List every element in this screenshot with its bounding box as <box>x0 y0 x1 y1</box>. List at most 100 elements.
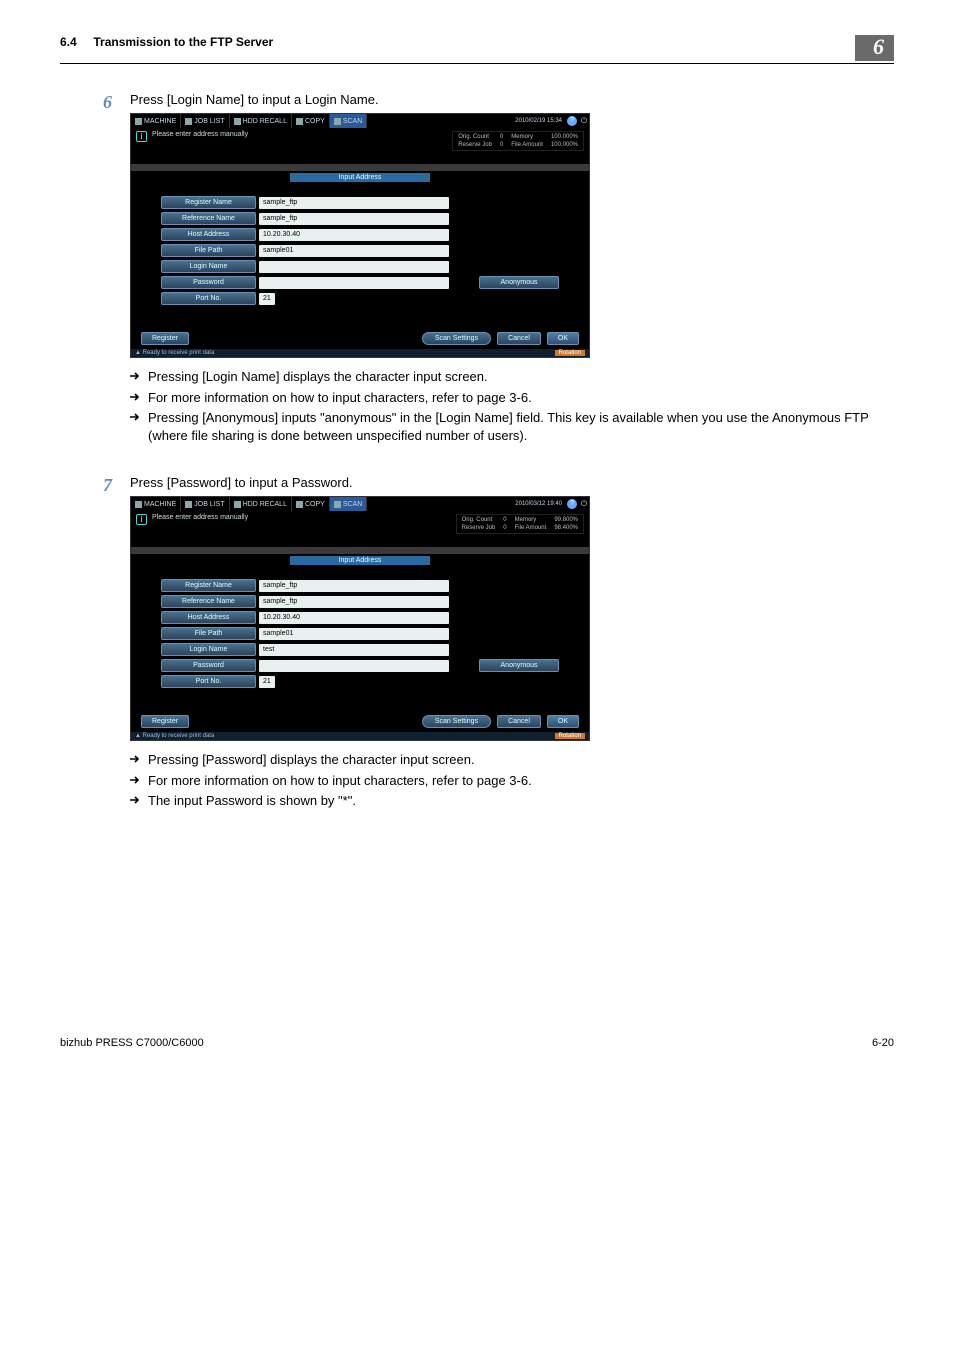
arrow-icon <box>130 751 148 769</box>
field-value-password[interactable] <box>259 660 449 672</box>
footer-product: bizhub PRESS C7000/C6000 <box>60 1037 204 1049</box>
step-instruction: Press [Login Name] to input a Login Name… <box>130 92 894 107</box>
tab-label: HDD RECALL <box>243 118 287 125</box>
screenshot-0: MACHINEJOB LISTHDD RECALLCOPYSCAN 2010/0… <box>130 113 590 358</box>
tab-hdd recall[interactable]: HDD RECALL <box>230 114 292 128</box>
field-label-register-name[interactable]: Register Name <box>161 196 256 209</box>
help-icon[interactable]: ? <box>567 116 577 126</box>
tab-icon <box>334 118 341 125</box>
scan-settings-button[interactable]: Scan Settings <box>422 715 491 728</box>
tab-icon <box>334 501 341 508</box>
field-label-login-name[interactable]: Login Name <box>161 260 256 273</box>
footer-rotation: Rotation <box>555 733 585 739</box>
field-value-host-address[interactable]: 10.20.30.40 <box>259 229 449 241</box>
power-icon[interactable]: ⏻ <box>579 499 589 509</box>
step-number: 7 <box>60 475 130 813</box>
tab-icon <box>185 118 192 125</box>
register-button[interactable]: Register <box>141 715 189 728</box>
field-label-host-address[interactable]: Host Address <box>161 611 256 624</box>
screenshot-1: MACHINEJOB LISTHDD RECALLCOPYSCAN 2010/0… <box>130 496 590 741</box>
anonymous-button[interactable]: Anonymous <box>479 276 559 289</box>
field-value-port-no-[interactable]: 21 <box>259 676 275 688</box>
tab-icon <box>185 501 192 508</box>
help-icon[interactable]: ? <box>567 499 577 509</box>
status-box: Orig. Count0Memory99.800% Reserve Job0Fi… <box>456 514 584 534</box>
bullet-text: Pressing [Password] displays the charact… <box>148 751 894 769</box>
field-label-port-no-[interactable]: Port No. <box>161 675 256 688</box>
field-value-password[interactable] <box>259 277 449 289</box>
footer-rotation: Rotation <box>555 350 585 356</box>
cancel-button[interactable]: Cancel <box>497 715 541 728</box>
register-button[interactable]: Register <box>141 332 189 345</box>
ok-button[interactable]: OK <box>547 715 579 728</box>
tab-label: MACHINE <box>144 501 176 508</box>
bullet-text: Pressing [Anonymous] inputs "anonymous" … <box>148 409 894 444</box>
panel-title: Input Address <box>290 173 430 182</box>
tab-label: HDD RECALL <box>243 501 287 508</box>
tab-label: SCAN <box>343 118 362 125</box>
field-value-port-no-[interactable]: 21 <box>259 293 275 305</box>
tab-job list[interactable]: JOB LIST <box>181 114 229 128</box>
tab-icon <box>234 118 241 125</box>
footer-status: ▲ Ready to receive print data <box>135 733 214 739</box>
cancel-button[interactable]: Cancel <box>497 332 541 345</box>
bullet-text: For more information on how to input cha… <box>148 772 894 790</box>
prompt-text: Please enter address manually <box>152 131 248 138</box>
arrow-icon <box>130 389 148 407</box>
tab-scan[interactable]: SCAN <box>330 114 367 128</box>
field-value-login-name[interactable]: test <box>259 644 449 656</box>
field-value-file-path[interactable]: sample01 <box>259 245 449 257</box>
field-label-register-name[interactable]: Register Name <box>161 579 256 592</box>
field-label-login-name[interactable]: Login Name <box>161 643 256 656</box>
tab-machine[interactable]: MACHINE <box>131 497 181 511</box>
tab-label: COPY <box>305 118 325 125</box>
field-value-reference-name[interactable]: sample_ftp <box>259 596 449 608</box>
bullet-text: The input Password is shown by "*". <box>148 792 894 810</box>
section-title: Transmission to the FTP Server <box>93 35 273 49</box>
info-icon: i <box>136 131 147 142</box>
bullet-text: Pressing [Login Name] displays the chara… <box>148 368 894 386</box>
tab-label: MACHINE <box>144 118 176 125</box>
ok-button[interactable]: OK <box>547 332 579 345</box>
tab-copy[interactable]: COPY <box>292 497 330 511</box>
power-icon[interactable]: ⏻ <box>579 116 589 126</box>
field-value-host-address[interactable]: 10.20.30.40 <box>259 612 449 624</box>
tab-job list[interactable]: JOB LIST <box>181 497 229 511</box>
field-label-password[interactable]: Password <box>161 659 256 672</box>
tab-label: COPY <box>305 501 325 508</box>
panel-title: Input Address <box>290 556 430 565</box>
field-label-file-path[interactable]: File Path <box>161 627 256 640</box>
tab-label: JOB LIST <box>194 501 224 508</box>
field-value-register-name[interactable]: sample_ftp <box>259 580 449 592</box>
field-label-reference-name[interactable]: Reference Name <box>161 595 256 608</box>
prompt-text: Please enter address manually <box>152 514 248 521</box>
tab-icon <box>135 118 142 125</box>
field-label-file-path[interactable]: File Path <box>161 244 256 257</box>
field-label-password[interactable]: Password <box>161 276 256 289</box>
field-value-reference-name[interactable]: sample_ftp <box>259 213 449 225</box>
tab-copy[interactable]: COPY <box>292 114 330 128</box>
tab-machine[interactable]: MACHINE <box>131 114 181 128</box>
anonymous-button[interactable]: Anonymous <box>479 659 559 672</box>
scan-settings-button[interactable]: Scan Settings <box>422 332 491 345</box>
field-label-port-no-[interactable]: Port No. <box>161 292 256 305</box>
footer-page: 6-20 <box>872 1037 894 1049</box>
arrow-icon <box>130 772 148 790</box>
tab-hdd recall[interactable]: HDD RECALL <box>230 497 292 511</box>
field-value-register-name[interactable]: sample_ftp <box>259 197 449 209</box>
bullet-text: For more information on how to input cha… <box>148 389 894 407</box>
footer-status: ▲ Ready to receive print data <box>135 350 214 356</box>
tab-icon <box>296 501 303 508</box>
field-value-login-name[interactable] <box>259 261 449 273</box>
status-box: Orig. Count0Memory100.000% Reserve Job0F… <box>452 131 584 151</box>
chapter-badge: 6 <box>855 35 894 61</box>
field-value-file-path[interactable]: sample01 <box>259 628 449 640</box>
tab-label: SCAN <box>343 501 362 508</box>
tab-scan[interactable]: SCAN <box>330 497 367 511</box>
tab-icon <box>234 501 241 508</box>
info-icon: i <box>136 514 147 525</box>
arrow-icon <box>130 368 148 386</box>
field-label-reference-name[interactable]: Reference Name <box>161 212 256 225</box>
field-label-host-address[interactable]: Host Address <box>161 228 256 241</box>
section-number: 6.4 <box>60 35 77 49</box>
